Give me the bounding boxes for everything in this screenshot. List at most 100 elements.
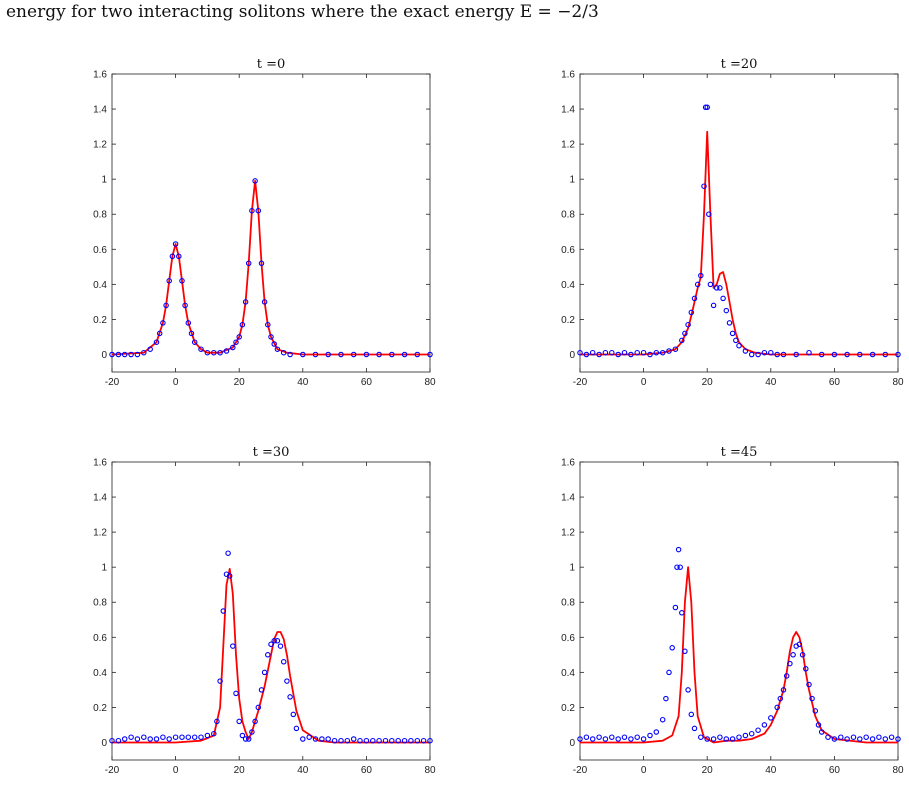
numerical-point bbox=[191, 734, 198, 740]
numerical-point bbox=[780, 687, 787, 693]
numerical-point bbox=[799, 652, 806, 658]
numerical-point bbox=[249, 729, 255, 735]
numerical-point bbox=[589, 736, 596, 742]
numerical-point bbox=[306, 734, 312, 740]
x-tick-label: 40 bbox=[297, 765, 309, 776]
numerical-point bbox=[723, 736, 730, 742]
numerical-point bbox=[710, 736, 717, 742]
x-tick-label: 0 bbox=[641, 765, 647, 776]
numerical-point bbox=[713, 285, 720, 291]
numerical-point bbox=[160, 734, 166, 740]
numerical-point bbox=[806, 349, 812, 356]
numerical-point bbox=[672, 346, 679, 352]
numerical-point bbox=[233, 690, 239, 697]
numerical-point bbox=[179, 278, 185, 284]
numerical-point bbox=[691, 725, 698, 732]
numerical-point bbox=[389, 351, 395, 358]
chart-panel-4: t =45 -20 0 20 40 60 80 0 0.2 0.4 0.6 0.8 1 1.2 1.4 1.6 bbox=[561, 445, 904, 776]
numerical-point bbox=[726, 320, 733, 326]
y-tick-label: 0.6 bbox=[93, 633, 107, 644]
numerical-point bbox=[414, 737, 421, 744]
y-tick-label: 0.2 bbox=[561, 315, 575, 326]
numerical-point bbox=[666, 669, 672, 676]
numerical-point bbox=[717, 734, 723, 740]
numerical-point bbox=[350, 351, 357, 358]
chart-title: t =45 bbox=[721, 445, 758, 460]
x-tick-label: 0 bbox=[173, 765, 179, 776]
numerical-point bbox=[312, 736, 319, 742]
x-tick-label: 40 bbox=[765, 377, 777, 388]
numerical-point bbox=[141, 734, 147, 740]
numerical-point bbox=[640, 349, 647, 356]
numerical-point bbox=[287, 351, 293, 358]
numerical-point bbox=[245, 260, 252, 267]
numerical-point bbox=[172, 734, 179, 740]
x-tick-label: 80 bbox=[892, 765, 904, 776]
numerical-point bbox=[748, 730, 755, 737]
numerical-point bbox=[825, 734, 831, 740]
numerical-point bbox=[688, 711, 695, 718]
numerical-point bbox=[653, 729, 660, 735]
numerical-point bbox=[226, 573, 233, 579]
numerical-point bbox=[191, 339, 198, 345]
y-tick-label: 0.6 bbox=[561, 245, 575, 256]
numerical-point bbox=[720, 295, 726, 302]
numerical-point bbox=[609, 349, 615, 356]
numerical-point bbox=[736, 342, 742, 349]
numerical-point bbox=[838, 734, 844, 740]
numerical-point bbox=[723, 307, 730, 314]
numerical-point bbox=[182, 302, 188, 309]
y-tick-label: 0 bbox=[101, 738, 107, 749]
numerical-point bbox=[220, 608, 227, 614]
numerical-point bbox=[319, 736, 325, 742]
numerical-point bbox=[115, 351, 122, 358]
numerical-point bbox=[768, 715, 774, 721]
numerical-point bbox=[634, 734, 640, 740]
numerical-point bbox=[706, 211, 712, 217]
numerical-point bbox=[844, 736, 850, 742]
numerical-point bbox=[217, 678, 223, 684]
numerical-point bbox=[803, 666, 809, 672]
numerical-point bbox=[717, 285, 723, 291]
y-tick-label: 1.2 bbox=[93, 528, 107, 539]
numerical-point bbox=[707, 281, 714, 288]
numerical-point bbox=[685, 321, 691, 328]
axes-box bbox=[579, 461, 899, 761]
numerical-point bbox=[160, 320, 166, 326]
numerical-point bbox=[185, 320, 192, 326]
x-tick-label: -20 bbox=[105, 377, 120, 388]
numerical-point bbox=[115, 737, 122, 744]
numerical-point bbox=[239, 321, 246, 328]
numerical-point bbox=[602, 349, 609, 356]
x-tick-label: 60 bbox=[829, 765, 841, 776]
numerical-point bbox=[876, 734, 882, 740]
numerical-point bbox=[796, 641, 803, 648]
axes-box bbox=[111, 461, 431, 761]
x-tick-label: 60 bbox=[829, 377, 841, 388]
numerical-point bbox=[674, 564, 680, 570]
numerical-point bbox=[134, 351, 141, 358]
y-tick-label: 0.8 bbox=[93, 598, 107, 609]
numerical-point bbox=[790, 652, 796, 658]
axes-box bbox=[579, 73, 899, 373]
numerical-point bbox=[389, 737, 395, 744]
x-tick-label: 20 bbox=[234, 377, 246, 388]
numerical-point bbox=[363, 351, 370, 358]
numerical-point bbox=[147, 346, 153, 352]
exact-solution-line bbox=[580, 566, 898, 744]
y-tick-label: 0.4 bbox=[561, 280, 575, 291]
numerical-point bbox=[233, 339, 239, 345]
x-tick-label: -20 bbox=[573, 765, 588, 776]
numerical-point bbox=[230, 643, 236, 649]
numerical-point bbox=[672, 604, 679, 611]
numerical-point bbox=[287, 694, 293, 700]
numerical-point bbox=[882, 351, 889, 358]
numerical-point bbox=[577, 736, 583, 742]
numerical-point bbox=[134, 736, 141, 742]
numerical-point bbox=[252, 718, 258, 725]
numerical-point bbox=[176, 253, 182, 260]
numerical-point bbox=[239, 732, 246, 739]
numerical-point bbox=[669, 645, 675, 651]
numerical-point bbox=[677, 564, 683, 570]
numerical-point bbox=[679, 337, 685, 344]
